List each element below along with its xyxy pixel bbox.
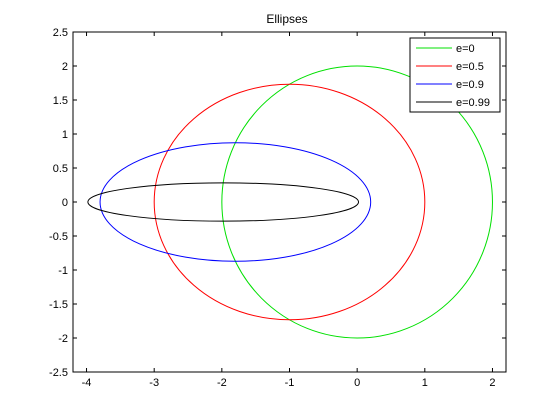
y-tick-label: 1.5 bbox=[53, 95, 68, 107]
y-tick-label: -1 bbox=[58, 265, 68, 277]
y-tick-label: -1.5 bbox=[49, 299, 68, 311]
x-tick-label: -1 bbox=[285, 377, 295, 389]
legend-label: e=0 bbox=[456, 43, 475, 55]
y-tick-label: 0 bbox=[62, 197, 68, 209]
y-tick-label: 2 bbox=[62, 61, 68, 73]
y-tick-label: -0.5 bbox=[49, 231, 68, 243]
legend-item: e=0.99 bbox=[416, 97, 490, 109]
legend-label: e=0.5 bbox=[456, 61, 484, 73]
series-layer bbox=[87, 65, 493, 339]
legend: e=0 e=0.5 e=0.9 e=0.99 bbox=[409, 37, 501, 113]
y-tick-label: 2.5 bbox=[53, 27, 68, 39]
chart-title: Ellipses bbox=[266, 12, 307, 26]
legend-item: e=0.9 bbox=[416, 79, 484, 91]
series-ellipse-1 bbox=[153, 83, 426, 321]
tick-layer: -4 -3 -2 -1 0 1 2 -2.5 -2 -1.5 -1 -0.5 0 0.5 1 1.5 2 2.5 bbox=[49, 27, 506, 389]
y-tick-label: 0.5 bbox=[53, 163, 68, 175]
legend-label: e=0.99 bbox=[456, 97, 490, 109]
legend-item: e=0 bbox=[416, 43, 475, 55]
legend-label: e=0.9 bbox=[456, 79, 484, 91]
legend-item: e=0.5 bbox=[416, 61, 484, 73]
x-tick-label: -2 bbox=[217, 377, 227, 389]
series-ellipse-3 bbox=[87, 182, 360, 222]
x-tick-label: 2 bbox=[489, 377, 495, 389]
y-tick-label: -2 bbox=[58, 333, 68, 345]
y-tick-label: -2.5 bbox=[49, 367, 68, 379]
x-tick-label: -3 bbox=[149, 377, 159, 389]
x-tick-label: -4 bbox=[82, 377, 92, 389]
x-tick-label: 0 bbox=[354, 377, 360, 389]
series-ellipse-2 bbox=[99, 142, 372, 262]
x-tick-label: 1 bbox=[422, 377, 428, 389]
legend-items: e=0 e=0.5 e=0.9 e=0.99 bbox=[416, 43, 490, 109]
y-tick-label: 1 bbox=[62, 129, 68, 141]
legend-box bbox=[409, 37, 501, 113]
series-ellipse-0 bbox=[221, 65, 493, 339]
